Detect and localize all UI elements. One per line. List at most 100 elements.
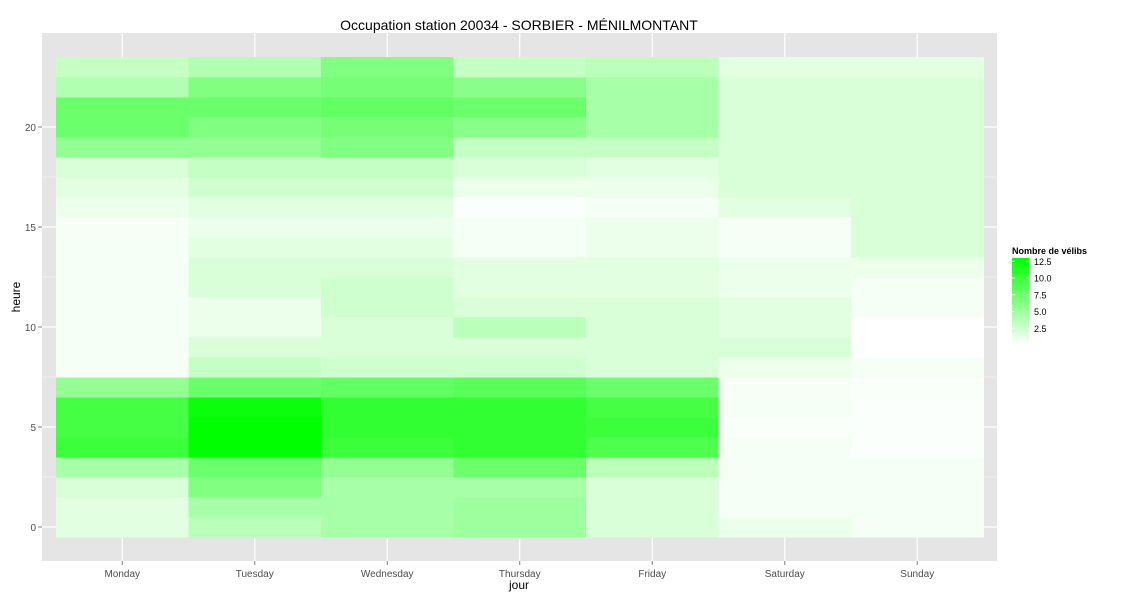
- heatmap-tile: [718, 377, 852, 398]
- heatmap-tile: [718, 217, 852, 238]
- heatmap-tile: [453, 77, 587, 98]
- heatmap-tile: [586, 137, 719, 158]
- heatmap-tile: [56, 457, 189, 478]
- heatmap-tile: [586, 457, 719, 478]
- heatmap-tile: [321, 297, 454, 318]
- heatmap-tile: [851, 397, 984, 418]
- heatmap-tile: [851, 57, 984, 78]
- heatmap-tile: [453, 377, 587, 398]
- heatmap-tile: [321, 57, 454, 78]
- legend-label: 5.0: [1034, 307, 1047, 317]
- heatmap-tile: [453, 517, 587, 538]
- heatmap-tile: [851, 257, 984, 278]
- y-axis: 0 5 10 15 20: [25, 123, 42, 534]
- heatmap-tile: [586, 497, 719, 518]
- heatmap-tile: [453, 177, 587, 198]
- heatmap-tile: [56, 237, 189, 258]
- heatmap-tile: [188, 77, 322, 98]
- heatmap-tile: [586, 237, 719, 258]
- heatmap-tile: [453, 137, 587, 158]
- heatmap-tile: [851, 237, 984, 258]
- y-axis-label: heure: [9, 281, 23, 312]
- heatmap-tile: [188, 137, 322, 158]
- heatmap-tile: [851, 477, 984, 498]
- heatmap-tile: [188, 377, 322, 398]
- heatmap-tile: [321, 257, 454, 278]
- heatmap-tile: [188, 237, 322, 258]
- y-tick-label: 5: [30, 423, 36, 434]
- heatmap-tile: [321, 477, 454, 498]
- heatmap-tile: [188, 97, 322, 118]
- heatmap-tile: [188, 157, 322, 178]
- heatmap-tile: [321, 137, 454, 158]
- heatmap-tiles: [56, 57, 984, 538]
- heatmap-tile: [321, 377, 454, 398]
- heatmap-tile: [586, 377, 719, 398]
- heatmap-tile: [453, 157, 587, 178]
- heatmap-tile: [718, 297, 852, 318]
- x-tick-label: Friday: [638, 569, 666, 580]
- heatmap-tile: [453, 437, 587, 458]
- heatmap-tile: [56, 477, 189, 498]
- heatmap-tile: [188, 457, 322, 478]
- heatmap-tile: [188, 57, 322, 78]
- heatmap-tile: [188, 477, 322, 498]
- heatmap-tile: [321, 157, 454, 178]
- heatmap-tile: [188, 337, 322, 358]
- heatmap-tile: [321, 97, 454, 118]
- heatmap-tile: [321, 217, 454, 238]
- heatmap-tile: [851, 197, 984, 218]
- heatmap-tile: [586, 297, 719, 318]
- heatmap-tile: [188, 297, 322, 318]
- heatmap-tile: [718, 437, 852, 458]
- heatmap-tile: [453, 97, 587, 118]
- heatmap-tile: [718, 337, 852, 358]
- heatmap-tile: [453, 477, 587, 498]
- heatmap-tile: [718, 477, 852, 498]
- heatmap-tile: [851, 357, 984, 378]
- heatmap-tile: [851, 317, 984, 338]
- heatmap-tile: [321, 177, 454, 198]
- heatmap-tile: [321, 277, 454, 298]
- heatmap-tile: [851, 417, 984, 438]
- heatmap-tile: [321, 497, 454, 518]
- heatmap-tile: [718, 417, 852, 438]
- heatmap-tile: [56, 277, 189, 298]
- heatmap-tile: [188, 177, 322, 198]
- heatmap-tile: [586, 397, 719, 418]
- heatmap-tile: [718, 497, 852, 518]
- x-axis-label: jour: [508, 578, 529, 592]
- heatmap-tile: [586, 417, 719, 438]
- heatmap-tile: [718, 117, 852, 138]
- heatmap-tile: [851, 217, 984, 238]
- heatmap-tile: [586, 57, 719, 78]
- heatmap-tile: [851, 497, 984, 518]
- heatmap-tile: [586, 317, 719, 338]
- heatmap-tile: [718, 197, 852, 218]
- heatmap-tile: [321, 117, 454, 138]
- heatmap-tile: [586, 77, 719, 98]
- heatmap-tile: [188, 277, 322, 298]
- heatmap-tile: [56, 297, 189, 318]
- heatmap-tile: [453, 397, 587, 418]
- heatmap-tile: [321, 437, 454, 458]
- heatmap-tile: [188, 397, 322, 418]
- color-legend: Nombre de vélibs 12.5 10.0 7.5 5.0 2.5: [1012, 246, 1087, 345]
- heatmap-tile: [453, 297, 587, 318]
- heatmap-tile: [718, 457, 852, 478]
- x-tick-label: Sunday: [900, 569, 934, 580]
- heatmap-tile: [321, 317, 454, 338]
- heatmap-tile: [188, 197, 322, 218]
- heatmap-tile: [453, 117, 587, 138]
- legend-color-bar: [1012, 258, 1029, 345]
- heatmap-tile: [56, 257, 189, 278]
- heatmap-tile: [851, 157, 984, 178]
- heatmap-tile: [321, 337, 454, 358]
- heatmap-tile: [718, 157, 852, 178]
- heatmap-tile: [586, 277, 719, 298]
- heatmap-tile: [453, 237, 587, 258]
- heatmap-tile: [851, 517, 984, 538]
- heatmap-tile: [188, 217, 322, 238]
